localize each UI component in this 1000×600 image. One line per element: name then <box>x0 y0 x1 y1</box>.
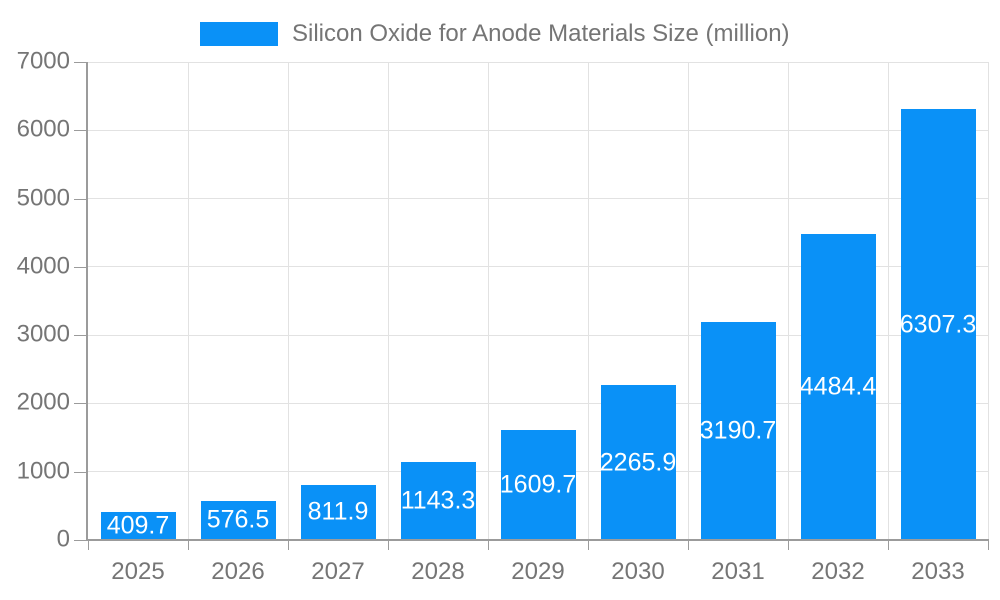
bar[interactable] <box>400 461 476 540</box>
y-axis-tick <box>74 198 88 200</box>
grid-line-vertical <box>187 62 189 540</box>
y-tick-label: 1000 <box>16 457 70 485</box>
x-axis-tick <box>88 540 89 550</box>
bar[interactable] <box>900 109 976 540</box>
x-tick-label: 2032 <box>811 558 865 585</box>
y-tick-label: 4000 <box>16 252 70 280</box>
x-axis-tick <box>488 540 489 550</box>
y-axis-tick <box>74 62 88 63</box>
x-axis-tick <box>388 540 389 550</box>
x-tick-label: 2026 <box>211 558 265 585</box>
grid-line-vertical <box>687 62 689 540</box>
bar-value-label: 6307.3 <box>899 310 977 339</box>
grid-line-vertical <box>587 62 589 540</box>
x-axis-tick <box>888 540 889 550</box>
grid-line-vertical <box>887 62 889 540</box>
bar-value-label: 2265.9 <box>599 448 677 477</box>
bar-value-label: 3190.7 <box>699 416 777 445</box>
x-tick-label: 2030 <box>611 558 665 585</box>
x-tick-label: 2029 <box>511 558 565 585</box>
x-axis-tick <box>788 540 789 550</box>
bar[interactable] <box>700 322 776 540</box>
y-tick-label: 6000 <box>16 115 70 143</box>
y-tick-label: 2000 <box>16 388 70 416</box>
grid-line-vertical <box>487 62 489 540</box>
bar-value-label: 576.5 <box>206 505 270 534</box>
bar-value-label: 811.9 <box>307 497 369 526</box>
legend-swatch <box>200 22 278 46</box>
y-axis-tick <box>74 471 88 473</box>
grid-line-vertical <box>287 62 289 540</box>
grid-line-horizontal <box>88 334 988 336</box>
x-axis-line <box>86 539 989 541</box>
x-tick-label: 2031 <box>711 558 765 585</box>
y-tick-label: 0 <box>56 525 70 553</box>
x-axis-tick <box>988 540 989 550</box>
bar[interactable] <box>200 500 276 540</box>
grid-line-horizontal <box>88 402 988 404</box>
y-axis-tick <box>74 130 88 132</box>
y-tick-label: 7000 <box>16 47 70 75</box>
x-tick-label: 2033 <box>911 558 965 585</box>
grid-line-horizontal <box>88 198 988 200</box>
bar[interactable] <box>600 385 676 540</box>
y-tick-label: 3000 <box>16 320 70 348</box>
y-axis-tick <box>74 335 88 337</box>
x-axis-tick <box>588 540 589 550</box>
x-tick-label: 2027 <box>311 558 365 585</box>
x-tick-label: 2025 <box>111 558 165 585</box>
x-axis-tick <box>688 540 689 550</box>
bar-value-label: 409.7 <box>106 511 170 540</box>
bar[interactable] <box>100 512 176 540</box>
y-axis-tick <box>74 266 88 268</box>
x-tick-label: 2028 <box>411 558 465 585</box>
grid-line-vertical <box>787 62 789 540</box>
x-axis-tick <box>188 540 189 550</box>
grid-line-horizontal <box>88 266 988 268</box>
grid-line-horizontal <box>88 61 988 63</box>
x-axis-tick <box>288 540 289 550</box>
bar-value-label: 1609.7 <box>499 470 577 499</box>
legend-label: Silicon Oxide for Anode Materials Size (… <box>292 20 790 47</box>
grid-line-vertical <box>387 62 389 540</box>
bar[interactable] <box>300 484 376 540</box>
y-axis-line <box>86 62 88 541</box>
legend-item[interactable]: Silicon Oxide for Anode Materials Size (… <box>200 20 790 48</box>
grid-line-horizontal <box>88 129 988 131</box>
grid-line-vertical <box>987 62 989 540</box>
y-axis-tick <box>74 403 88 405</box>
bar-value-label: 1143.3 <box>400 486 476 515</box>
bar[interactable] <box>500 430 576 540</box>
bar-value-label: 4484.4 <box>799 372 877 401</box>
y-tick-label: 5000 <box>16 184 70 212</box>
bar[interactable] <box>800 233 876 540</box>
plot-area: 409.7 576.5 811.9 1143.3 1609.7 2265.9 3190.7 4… <box>88 61 989 540</box>
y-axis-tick <box>74 540 88 541</box>
